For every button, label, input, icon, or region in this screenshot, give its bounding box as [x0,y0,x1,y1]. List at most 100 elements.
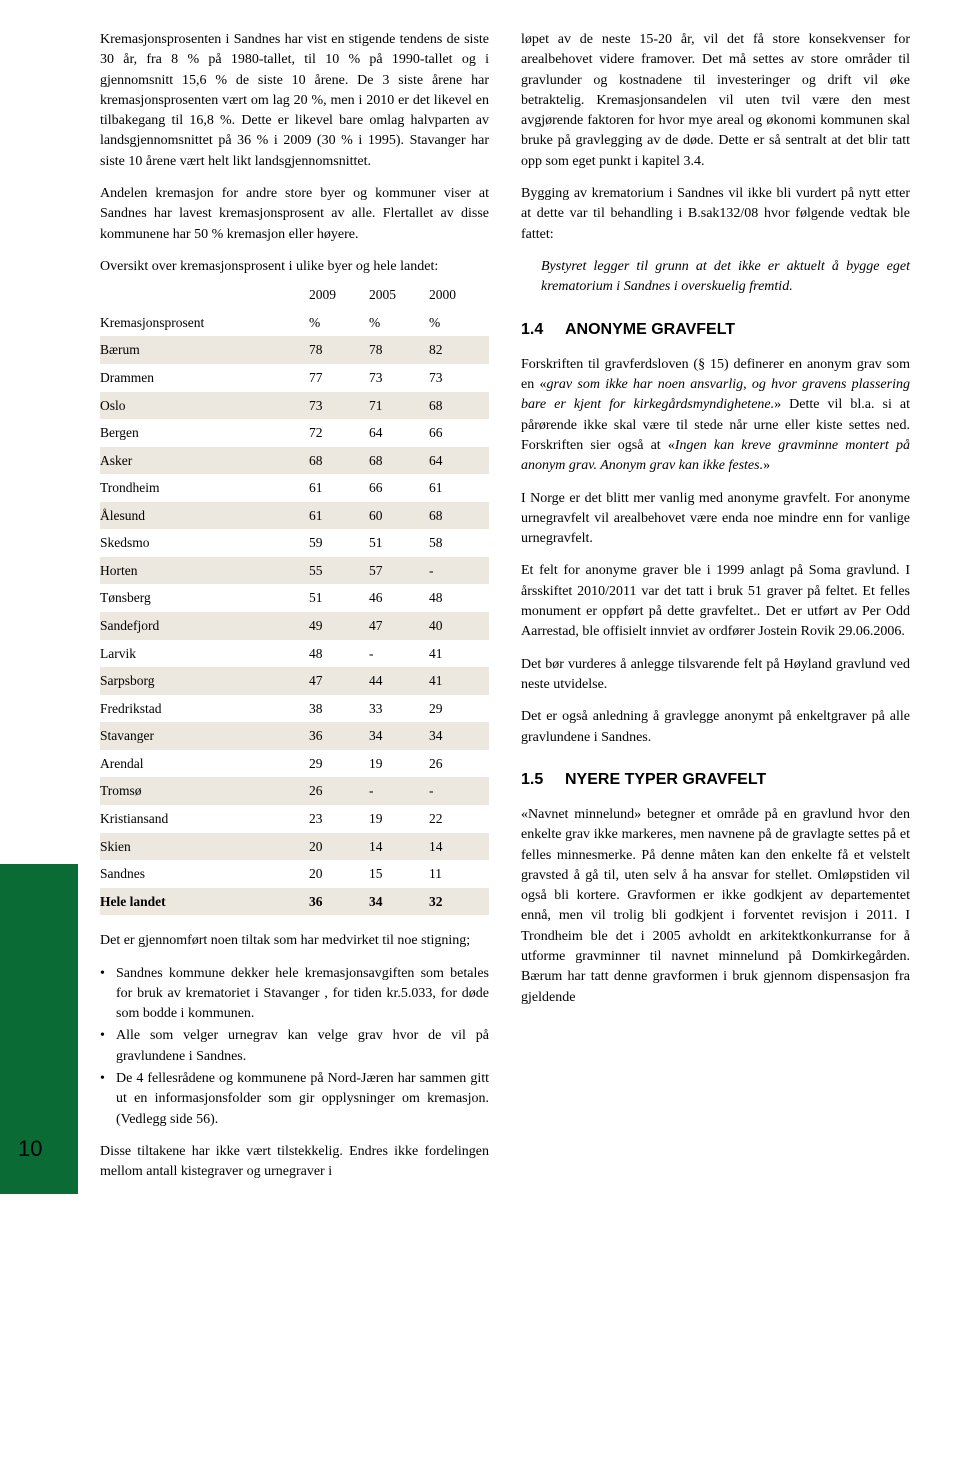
table-cell: - [369,777,429,805]
table-cell: 32 [429,888,489,916]
table-cell: Asker [100,447,309,475]
table-cell: 19 [369,805,429,833]
table-header [100,281,309,309]
table-header-row: 2009 2005 2000 [100,281,489,309]
table-cell: 51 [369,529,429,557]
heading-text: NYERE TYPER GRAVFELT [565,768,766,791]
table-cell: 44 [369,667,429,695]
table-cell: 29 [429,695,489,723]
table-cell: 48 [309,640,369,668]
table-cell: 59 [309,529,369,557]
table-row: Drammen777373 [100,364,489,392]
paragraph: Forskriften til gravferdsloven (§ 15) de… [521,355,910,477]
table-cell: Ålesund [100,502,309,530]
table-cell: 26 [309,777,369,805]
table-cell: % [369,309,429,337]
table-cell: 64 [429,447,489,475]
table-cell: 66 [369,474,429,502]
table-row: Trondheim616661 [100,474,489,502]
table-row: Sandnes201511 [100,860,489,888]
table-row: Sarpsborg474441 [100,667,489,695]
table-cell: 61 [309,502,369,530]
table-cell: 41 [429,667,489,695]
table-cell: 34 [429,722,489,750]
table-cell: 68 [369,447,429,475]
table-cell: Sarpsborg [100,667,309,695]
table-cell: 66 [429,419,489,447]
table-intro: Oversikt over kremasjonsprosent i ulike … [100,257,489,277]
table-cell: Bergen [100,419,309,447]
table-cell: Bærum [100,336,309,364]
table-cell: 34 [369,722,429,750]
heading-text: ANONYME GRAVFELT [565,318,735,341]
table-cell: 38 [309,695,369,723]
kremasjon-table: 2009 2005 2000 Kremasjonsprosent%%%Bærum… [100,281,489,915]
table-row: Oslo737168 [100,392,489,420]
table-row: Arendal291926 [100,750,489,778]
table-cell: Drammen [100,364,309,392]
list-item: De 4 fellesrådene og kommunene på Nord-J… [100,1069,489,1130]
table-cell: Larvik [100,640,309,668]
table-cell: 68 [429,502,489,530]
table-cell: Horten [100,557,309,585]
table-cell: 78 [309,336,369,364]
table-cell: 14 [429,833,489,861]
table-row: Ålesund616068 [100,502,489,530]
table-cell: 61 [309,474,369,502]
table-row: Asker686864 [100,447,489,475]
table-cell: % [309,309,369,337]
heading-number: 1.4 [521,318,549,341]
heading-1-5: 1.5 NYERE TYPER GRAVFELT [521,768,910,791]
table-row: Larvik48-41 [100,640,489,668]
table-cell: Sandnes [100,860,309,888]
table-row: Bærum787882 [100,336,489,364]
table-cell: Stavanger [100,722,309,750]
table-row: Fredrikstad383329 [100,695,489,723]
table-row: Kremasjonsprosent%%% [100,309,489,337]
table-row: Horten5557- [100,557,489,585]
table-cell: 73 [429,364,489,392]
paragraph: Kremasjonsprosenten i Sandnes har vist e… [100,30,489,172]
table-cell: 61 [429,474,489,502]
table-cell: Kristiansand [100,805,309,833]
heading-number: 1.5 [521,768,549,791]
paragraph: Et felt for anonyme graver ble i 1999 an… [521,561,910,642]
table-cell: 78 [369,336,429,364]
paragraph: Andelen kremasjon for andre store byer o… [100,184,489,245]
table-row: Tønsberg514648 [100,584,489,612]
table-cell: Trondheim [100,474,309,502]
table-cell: Kremasjonsprosent [100,309,309,337]
bullet-list: Sandnes kommune dekker hele kremasjonsav… [100,964,489,1130]
table-row: Kristiansand231922 [100,805,489,833]
table-cell: 73 [369,364,429,392]
table-cell: 20 [309,833,369,861]
table-cell: 19 [369,750,429,778]
table-cell: Arendal [100,750,309,778]
table-cell: 36 [309,888,369,916]
table-cell: 29 [309,750,369,778]
table-cell: 34 [369,888,429,916]
table-cell: 71 [369,392,429,420]
table-row: Sandefjord494740 [100,612,489,640]
table-cell: 14 [369,833,429,861]
paragraph: I Norge er det blitt mer vanlig med anon… [521,489,910,550]
table-row: Bergen726466 [100,419,489,447]
table-cell: 72 [309,419,369,447]
table-cell: 68 [429,392,489,420]
left-column: Kremasjonsprosenten i Sandnes har vist e… [100,30,489,1194]
table-cell: 26 [429,750,489,778]
table-cell: - [369,640,429,668]
table-cell: 46 [369,584,429,612]
table-cell: Tønsberg [100,584,309,612]
table-cell: 48 [429,584,489,612]
table-cell: 57 [369,557,429,585]
table-cell: 60 [369,502,429,530]
table-cell: 36 [309,722,369,750]
table-cell: 11 [429,860,489,888]
table-cell: 77 [309,364,369,392]
table-cell: 23 [309,805,369,833]
table-cell: 49 [309,612,369,640]
table-cell: Fredrikstad [100,695,309,723]
page-number: 10 [18,1133,42,1165]
table-header: 2000 [429,281,489,309]
